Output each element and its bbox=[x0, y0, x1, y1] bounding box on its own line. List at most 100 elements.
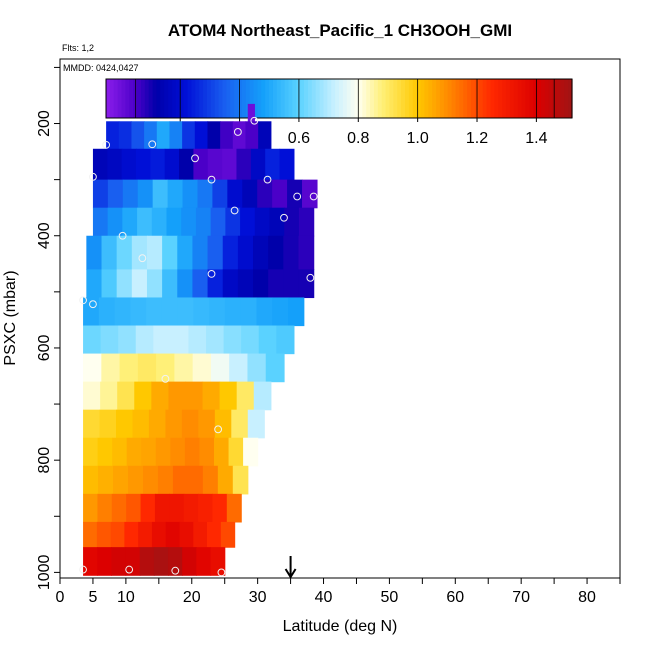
colorbar-segment bbox=[482, 79, 488, 118]
x-tick-label: 5 bbox=[88, 589, 97, 606]
colorbar-segment bbox=[269, 79, 274, 118]
colorbar-segment bbox=[408, 79, 414, 118]
heatmap-cell bbox=[272, 297, 289, 327]
colorbar-segment bbox=[148, 79, 154, 118]
heatmap-cell bbox=[170, 325, 190, 355]
heatmap-cell bbox=[202, 381, 221, 411]
heatmap-cell bbox=[153, 325, 172, 355]
heatmap-cell bbox=[92, 179, 109, 209]
sample-point bbox=[217, 568, 226, 577]
heatmap-cell bbox=[162, 269, 178, 299]
colorbar-segment bbox=[311, 79, 317, 118]
heatmap-cell bbox=[122, 207, 138, 237]
heatmap-cell bbox=[116, 269, 133, 299]
sample-point bbox=[79, 565, 87, 574]
heatmap-cell bbox=[142, 465, 159, 495]
colorbar-segment bbox=[502, 79, 507, 118]
colorbar-segment bbox=[463, 79, 468, 118]
colorbar-segment bbox=[261, 79, 266, 118]
heatmap-cell bbox=[182, 179, 199, 209]
heatmap-cell bbox=[99, 409, 117, 439]
colorbar-segment bbox=[179, 79, 185, 118]
heatmap-cell bbox=[181, 207, 197, 237]
heatmap-cell bbox=[168, 547, 183, 576]
sample-point bbox=[230, 206, 239, 215]
flights-annotation: Flts: 1,2 bbox=[62, 43, 94, 53]
latitude-marker bbox=[284, 556, 297, 579]
colorbar-segment bbox=[544, 79, 550, 118]
colorbar-segment bbox=[560, 79, 565, 118]
colorbar-segment bbox=[525, 79, 530, 118]
colorbar-tick-label: 1.0 bbox=[407, 130, 429, 147]
heatmap-cell bbox=[214, 437, 230, 467]
heatmap-cell bbox=[207, 235, 224, 271]
colorbar-tick-label: 0.8 bbox=[347, 130, 369, 147]
colorbar: 0.20.40.60.81.01.21.4 bbox=[105, 78, 573, 147]
heatmap-cell bbox=[256, 297, 273, 327]
heatmap-cell bbox=[302, 179, 318, 209]
heatmap-cell bbox=[161, 297, 179, 327]
heatmap-cell bbox=[100, 325, 119, 355]
heatmap-cell bbox=[124, 521, 139, 548]
heatmap-cell bbox=[225, 207, 241, 237]
colorbar-segment bbox=[533, 79, 538, 118]
colorbar-segment bbox=[439, 79, 445, 118]
sample-point bbox=[250, 116, 259, 125]
heatmap-cell bbox=[153, 547, 169, 576]
x-tick-label: 60 bbox=[446, 589, 464, 606]
heatmap-cell bbox=[116, 235, 133, 271]
colorbar-segment bbox=[490, 79, 495, 118]
heatmap-cell bbox=[240, 297, 258, 327]
colorbar-segment bbox=[478, 79, 484, 118]
colorbar-segment bbox=[420, 79, 426, 118]
heatmap-cell bbox=[152, 179, 169, 209]
heatmap-cell bbox=[83, 521, 98, 548]
heatmap-cell bbox=[185, 381, 204, 411]
heatmap-cells bbox=[83, 103, 318, 576]
heatmap-cell bbox=[134, 381, 152, 411]
colorbar-segment bbox=[129, 79, 134, 118]
heatmap-cell bbox=[229, 353, 249, 383]
heatmap-cell bbox=[92, 148, 108, 181]
heatmap-cell bbox=[137, 353, 157, 383]
heatmap-cell bbox=[86, 269, 103, 299]
sample-point bbox=[79, 296, 87, 305]
sample-point bbox=[102, 140, 111, 149]
heatmap-cell bbox=[253, 235, 269, 271]
heatmap-cell bbox=[268, 269, 284, 299]
colorbar-segment bbox=[451, 79, 457, 118]
colorbar-segment bbox=[187, 79, 193, 118]
x-tick-label: 40 bbox=[315, 589, 333, 606]
colorbar-segment bbox=[564, 79, 569, 118]
colorbar-segment bbox=[552, 79, 558, 118]
heatmap-cell bbox=[106, 121, 120, 150]
colorbar-segment bbox=[319, 79, 325, 118]
heatmap-cell bbox=[240, 207, 256, 237]
heatmap-cell bbox=[177, 269, 194, 299]
colorbar-segment bbox=[505, 79, 511, 118]
heatmap-cell bbox=[155, 437, 171, 467]
heatmap-cell bbox=[83, 437, 99, 467]
heatmap-cell bbox=[284, 207, 300, 237]
sample-point bbox=[171, 566, 180, 575]
colorbar-segment bbox=[521, 79, 526, 118]
colorbar-segment bbox=[296, 79, 301, 118]
colorbar-segment bbox=[121, 79, 127, 118]
heatmap-cell bbox=[146, 297, 163, 327]
heatmap-cell bbox=[135, 325, 154, 355]
sample-point bbox=[306, 273, 315, 282]
heatmap-cell bbox=[92, 207, 109, 237]
heatmap-cell bbox=[179, 148, 195, 181]
heatmap-cell bbox=[83, 465, 99, 495]
heatmap-cell bbox=[125, 547, 141, 576]
heatmap-cell bbox=[254, 207, 271, 237]
x-axis-label: Latitude (deg N) bbox=[283, 618, 398, 635]
heatmap-cell bbox=[96, 521, 112, 548]
heatmap-cell bbox=[151, 521, 167, 548]
colorbar-segment bbox=[226, 79, 231, 118]
colorbar-segment bbox=[172, 79, 177, 118]
colorbar-segment bbox=[218, 79, 224, 118]
heatmap-cell bbox=[265, 353, 285, 383]
heatmap-cell bbox=[83, 297, 100, 327]
heatmap-cell bbox=[179, 521, 194, 548]
